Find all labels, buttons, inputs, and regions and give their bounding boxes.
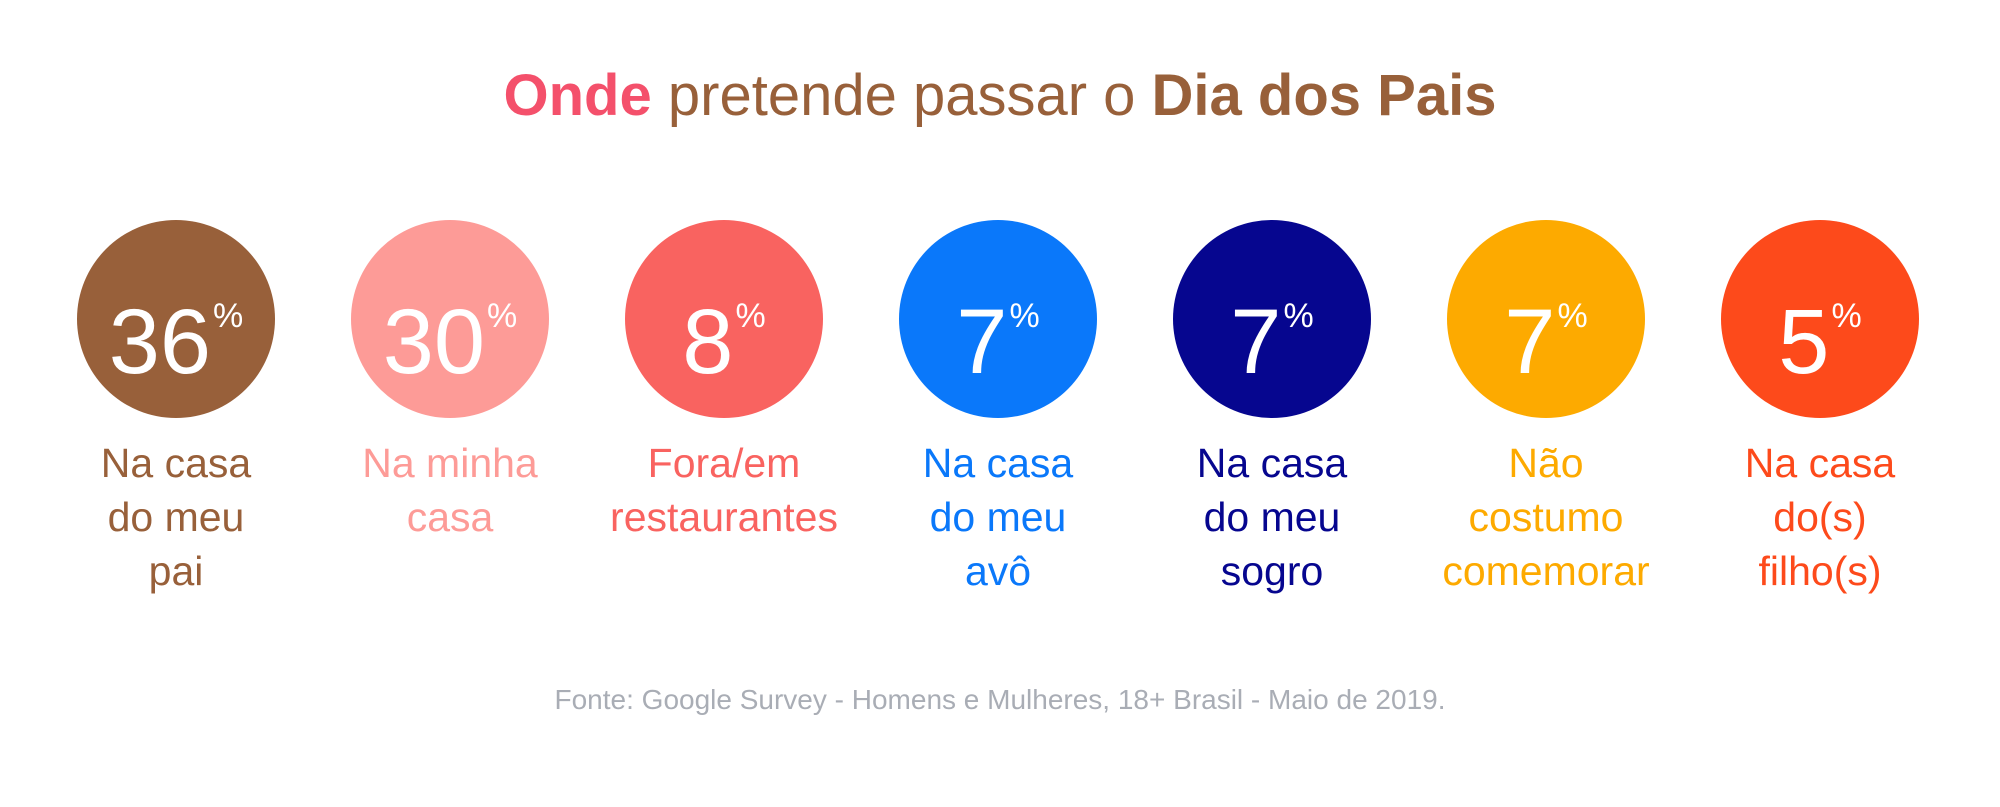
value-number: 36	[108, 291, 212, 393]
value: 8%	[625, 266, 823, 392]
value: 7%	[1173, 266, 1371, 392]
value-number: 7	[1230, 291, 1282, 393]
label: Na minha casa	[313, 436, 587, 544]
circle: 5%	[1721, 220, 1919, 418]
value-unit: %	[1283, 297, 1314, 335]
circle: 7%	[1173, 220, 1371, 418]
label-line: comemorar	[1442, 548, 1650, 594]
label-line: filho(s)	[1758, 548, 1882, 594]
value-number: 8	[682, 291, 734, 393]
value: 7%	[899, 266, 1097, 392]
circle: 8%	[625, 220, 823, 418]
title-highlight: Onde	[503, 63, 652, 128]
label-line: do meu	[1203, 494, 1341, 540]
value: 7%	[1447, 266, 1645, 392]
label-line: pai	[148, 548, 204, 594]
circle: 36%	[77, 220, 275, 418]
value: 30%	[351, 266, 549, 392]
source-note: Fonte: Google Survey - Homens e Mulheres…	[554, 684, 1446, 715]
label: Na casa do meu avô	[861, 436, 1135, 598]
circle: 7%	[899, 220, 1097, 418]
title: Onde pretende passar o Dia dos Pais	[0, 62, 2000, 129]
circle: 30%	[351, 220, 549, 418]
value-number: 5	[1778, 291, 1830, 393]
label-line: Fora/em	[647, 440, 801, 486]
value-number: 7	[1504, 291, 1556, 393]
label-line: Na casa	[100, 440, 252, 486]
label-line: Na casa	[922, 440, 1074, 486]
label-line: avô	[964, 548, 1032, 594]
label-line: costumo	[1468, 494, 1624, 540]
label: Na casa do meu pai	[39, 436, 313, 598]
title-strong: Dia dos Pais	[1151, 63, 1497, 128]
label-line: Na casa	[1744, 440, 1896, 486]
label: Fora/em restaurantes	[587, 436, 861, 544]
value-unit: %	[735, 297, 766, 335]
value-unit: %	[1009, 297, 1040, 335]
value-unit: %	[487, 297, 518, 335]
value-number: 30	[382, 291, 486, 393]
value-unit: %	[1831, 297, 1862, 335]
label-line: restaurantes	[610, 494, 838, 540]
label-line: do meu	[107, 494, 245, 540]
label-line: sogro	[1220, 548, 1324, 594]
value: 36%	[77, 266, 275, 392]
label: Na casa do(s) filho(s)	[1683, 436, 1957, 598]
value: 5%	[1721, 266, 1919, 392]
label: Na casa do meu sogro	[1135, 436, 1409, 598]
title-middle: pretende passar o	[667, 63, 1136, 128]
circle: 7%	[1447, 220, 1645, 418]
label-line: Na minha	[362, 440, 538, 486]
value-unit: %	[1557, 297, 1588, 335]
label-line: do(s)	[1773, 494, 1867, 540]
label-line: casa	[406, 494, 494, 540]
value-number: 7	[956, 291, 1008, 393]
label-line: do meu	[929, 494, 1067, 540]
label-line: Não	[1508, 440, 1584, 486]
value-unit: %	[213, 297, 244, 335]
label-line: Na casa	[1196, 440, 1348, 486]
label: Não costumo comemorar	[1409, 436, 1683, 598]
